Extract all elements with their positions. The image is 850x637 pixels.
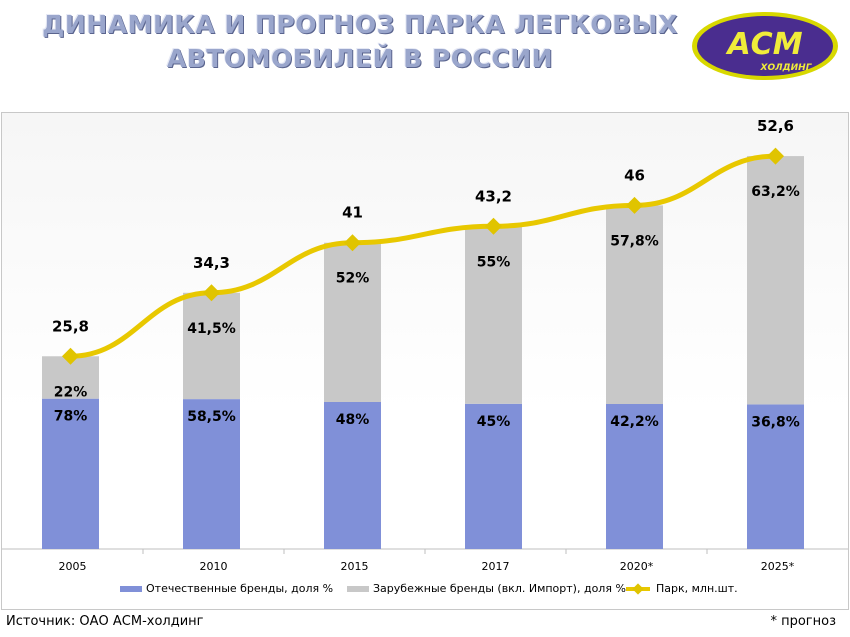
label-domestic: 48%: [336, 412, 370, 428]
x-tick-label: 2015: [341, 560, 369, 573]
park-marker: [203, 284, 220, 302]
legend-swatch-domestic: [120, 586, 142, 592]
park-value-label: 43,2: [475, 187, 512, 205]
park-value-label: 52,6: [757, 117, 794, 135]
park-marker: [344, 234, 361, 252]
label-foreign: 41,5%: [187, 321, 236, 337]
park-line: [68, 153, 778, 359]
title-line-1: ДИНАМИКА И ПРОГНОЗ ПАРКА ЛЕГКОВЫХ: [42, 10, 678, 39]
label-foreign: 22%: [54, 384, 88, 400]
park-value-label: 34,3: [193, 254, 230, 272]
legend-swatch-foreign: [347, 586, 369, 592]
park-marker: [626, 196, 643, 214]
bar-foreign: [747, 156, 804, 405]
bar-domestic: [42, 398, 99, 549]
label-foreign: 63,2%: [751, 184, 800, 200]
bar-domestic: [747, 404, 804, 549]
logo-sub: ХОЛДИНГ: [760, 63, 813, 73]
park-marker: [767, 147, 784, 165]
legend-label-domestic: Отечественные бренды, доля %: [146, 582, 333, 595]
label-domestic: 42,2%: [610, 414, 659, 430]
bar-domestic: [606, 403, 663, 549]
bar-foreign: [183, 292, 240, 400]
bar-domestic: [324, 401, 381, 549]
title-line-2: АВТОМОБИЛЕЙ В РОССИИ: [166, 44, 554, 73]
chart-title: ДИНАМИКА И ПРОГНОЗ ПАРКА ЛЕГКОВЫХ АВТОМО…: [40, 8, 680, 76]
x-tick-label: 2005: [59, 560, 87, 573]
park-marker: [62, 347, 79, 365]
plot-area: 78% 22% 2005 58,5% 41,5% 2010 48% 52% 2015 45% 55%…: [1, 112, 849, 610]
source-note: Источник: ОАО АСМ-холдинг: [6, 614, 204, 629]
park-value-label: 25,8: [52, 317, 89, 335]
legend-label-park: Парк, млн.шт.: [656, 582, 738, 595]
x-tick-label: 2010: [200, 560, 228, 573]
logo-oval: [697, 16, 833, 76]
forecast-note: * прогноз: [770, 614, 836, 629]
legend-label-foreign: Зарубежные бренды (вкл. Импорт), доля %: [373, 582, 626, 595]
label-foreign: 55%: [477, 254, 511, 270]
bar-domestic: [465, 403, 522, 549]
park-marker: [485, 217, 502, 235]
asm-logo: АСМ ХОЛДИНГ: [692, 12, 838, 80]
park-value-label: 41: [342, 204, 363, 222]
chart-svg: 78% 22% 2005 58,5% 41,5% 2010 48% 52% 2015 45% 55%…: [2, 117, 848, 595]
label-domestic: 45%: [477, 414, 511, 430]
bar-foreign: [606, 205, 663, 404]
label-domestic: 36,8%: [751, 414, 800, 430]
x-tick-label: 2025*: [761, 560, 795, 573]
legend-marker-park: [632, 583, 644, 595]
logo-mark: АСМ: [725, 27, 802, 62]
label-domestic: 58,5%: [187, 409, 236, 425]
x-tick-label: 2017: [482, 560, 510, 573]
label-foreign: 52%: [336, 271, 370, 287]
label-foreign: 57,8%: [610, 233, 659, 249]
park-value-label: 46: [624, 166, 645, 184]
bar-foreign: [324, 242, 381, 402]
bar-domestic: [183, 399, 240, 549]
label-domestic: 78%: [54, 409, 88, 425]
bar-foreign: [465, 226, 522, 404]
x-tick-label: 2020*: [620, 560, 654, 573]
